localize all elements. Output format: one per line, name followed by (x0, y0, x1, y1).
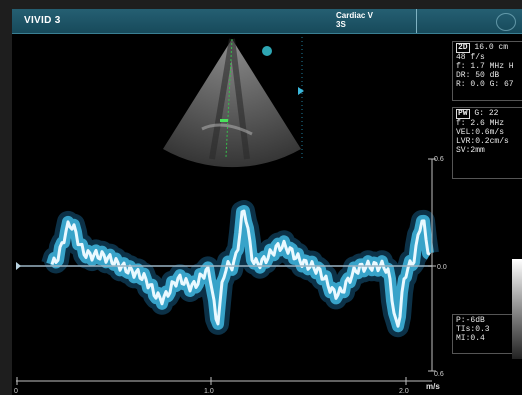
reject-gain: R: 0.0 G: 67 (456, 80, 514, 89)
time-label-2: 2.0 (399, 388, 409, 395)
mode-pw-tag: PW (456, 109, 470, 119)
mode-2d-tag: 2D (456, 43, 470, 53)
velocity-unit: m/s (426, 382, 440, 391)
pw-settings-panel: PW G: 22 f: 2.6 MHz VEL:0.6m/s LVR:0.2cm… (452, 107, 522, 179)
doppler-spectrum (41, 200, 439, 338)
depth-value: 16.0 cm (474, 43, 509, 52)
frequency-pw: f: 2.6 MHz (456, 119, 505, 128)
probe-model: 3S (336, 20, 346, 29)
time-label-0: 0 (14, 388, 18, 395)
time-axis: 0 1.0 2.0 m/s (14, 377, 440, 395)
output-power-panel: P:-6dB TIs:0.3 MI:0.4 (452, 314, 522, 354)
frequency-2d: f: 1.7 MHz H (456, 62, 514, 71)
header-divider (416, 9, 417, 33)
orientation-dot-icon (262, 46, 272, 56)
scale-bottom-label: 0.6 (434, 371, 444, 378)
spectral-trace (50, 209, 431, 328)
header-bar: VIVID 3 Cardiac V 3S (12, 9, 522, 34)
probe-name: Cardiac V (336, 11, 373, 20)
mechanical-index: MI:0.4 (456, 334, 485, 343)
grayscale-bar (512, 259, 522, 359)
sample-volume: SV:2mm (456, 146, 485, 155)
brand-label: VIVID 3 (24, 15, 61, 26)
pw-gain: G: 22 (474, 109, 499, 118)
focus-marker-icon (298, 87, 304, 95)
output-power: P:-6dB (456, 316, 485, 325)
thermal-index: TIs:0.3 (456, 325, 490, 334)
manufacturer-logo-icon (496, 13, 516, 31)
doppler-viewer: 0.6 0.0 0.6 0 1.0 2.0 m/s (14, 37, 447, 395)
scale-zero-label: 0.0 (437, 264, 447, 271)
sector-image (163, 38, 301, 168)
dynamic-range: DR: 50 dB (456, 71, 500, 80)
velocity-scale: 0.6 0.0 0.6 (428, 156, 447, 378)
frame-rate: 48 f/s (456, 53, 485, 62)
probe-label: Cardiac V 3S (336, 11, 373, 29)
low-velocity-reject: LVR:0.2cm/s (456, 137, 509, 146)
ultrasound-screen: VIVID 3 Cardiac V 3S (12, 9, 522, 395)
velocity-setting: VEL:0.6m/s (456, 128, 505, 137)
2d-settings-panel: 2D 16.0 cm 48 f/s f: 1.7 MHz H DR: 50 dB… (452, 41, 522, 101)
depth-scale (298, 37, 304, 159)
sample-volume-marker[interactable] (220, 119, 228, 122)
scale-top-label: 0.6 (434, 156, 444, 163)
baseline-marker-icon[interactable] (16, 262, 21, 270)
time-label-1: 1.0 (204, 388, 214, 395)
